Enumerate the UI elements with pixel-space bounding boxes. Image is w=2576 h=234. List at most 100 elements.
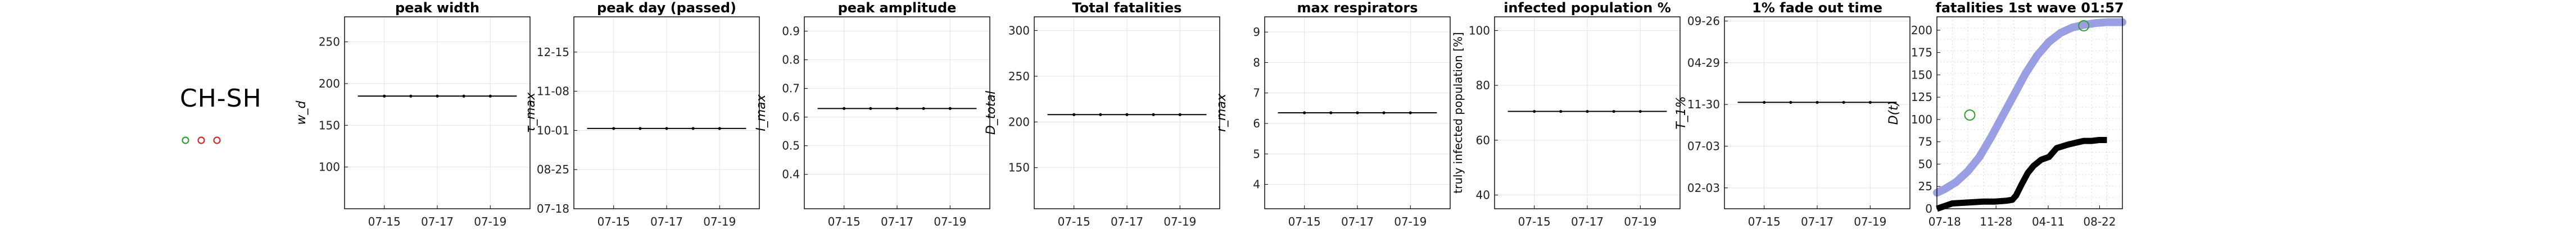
y-tick-label: 4: [1253, 178, 1260, 191]
y-axis-label: τ_max: [524, 92, 538, 133]
x-tick-label: 04-11: [2032, 215, 2065, 228]
data-point: [1303, 111, 1306, 114]
data-point: [1842, 100, 1845, 104]
region-label: CH-SH: [180, 84, 262, 113]
y-tick-label: 0.9: [782, 25, 800, 38]
x-tick-label: 07-19: [703, 215, 736, 228]
data-point: [1789, 100, 1792, 104]
y-axis-label: D_total: [984, 91, 998, 135]
x-tick-label: 07-15: [1058, 215, 1090, 228]
chart-title: fatalities 1st wave 01:57: [1935, 0, 2124, 16]
plot-frame: [1034, 16, 1220, 209]
chart-7: 0 25 50 75 100 125 150 175 200 07-18 11-28 04-11 08-…: [1887, 0, 2126, 228]
plot-frame: [573, 16, 760, 209]
plot-frame: [1264, 16, 1451, 209]
x-tick-label: 07-15: [1748, 215, 1781, 228]
data-point: [639, 127, 642, 130]
status-dot-2: [213, 136, 221, 144]
y-tick-label: 10-01: [537, 123, 569, 137]
chart-1: 07-18 08-25 10-01 11-08 12-15 07-15 07-17 07-19…: [524, 0, 760, 228]
chart-title: peak width: [395, 0, 479, 16]
data-point: [1382, 111, 1386, 114]
y-tick-label: 200: [1911, 24, 1932, 37]
data-point: [383, 94, 386, 98]
x-tick-label: 07-18: [1928, 215, 1961, 228]
y-tick-label: 300: [1008, 24, 1030, 37]
x-tick-label: 08-22: [2083, 215, 2116, 228]
data-point: [665, 127, 668, 130]
y-tick-label: 07-18: [537, 202, 569, 215]
data-point: [1586, 109, 1589, 113]
data-point: [1868, 100, 1872, 104]
data-point: [462, 94, 465, 98]
data-point: [1152, 113, 1155, 116]
y-tick-label: 100: [1469, 24, 1490, 37]
y-axis-label: r_max: [1215, 93, 1229, 132]
plot-frame: [1936, 16, 2123, 209]
data-point: [691, 127, 695, 130]
data-point: [948, 107, 952, 110]
data-point: [843, 107, 846, 110]
y-tick-label: 0.8: [782, 53, 800, 67]
data-point: [1409, 111, 1412, 114]
y-tick-label: 100: [1911, 113, 1932, 126]
marker-point: [2078, 20, 2090, 31]
plot-frame: [1724, 16, 1911, 209]
x-tick-label: 07-19: [1854, 215, 1886, 228]
x-tick-label: 07-19: [474, 215, 506, 228]
y-tick-label: 250: [1008, 70, 1030, 83]
y-tick-label: 150: [1008, 161, 1030, 175]
data-point: [1533, 109, 1536, 113]
data-point: [409, 94, 413, 98]
y-tick-label: 80: [1476, 79, 1490, 92]
y-tick-label: 200: [319, 77, 340, 90]
y-axis-label: T_1%: [1674, 96, 1688, 129]
data-point: [1559, 109, 1563, 113]
status-dot-0: [182, 136, 189, 144]
y-tick-label: 9: [1253, 25, 1260, 39]
x-tick-label: 07-17: [421, 215, 454, 228]
x-tick-label: 07-17: [1571, 215, 1604, 228]
y-tick-label: 11-30: [1687, 98, 1720, 111]
observed-line: [1936, 137, 2107, 212]
y-tick-label: 0.7: [782, 82, 800, 95]
y-tick-label: 8: [1253, 56, 1260, 69]
chart-title: max respirators: [1297, 0, 1418, 16]
x-tick-label: 07-17: [1801, 215, 1833, 228]
x-tick-label: 07-15: [597, 215, 630, 228]
x-tick-label: 07-17: [881, 215, 913, 228]
x-tick-label: 07-19: [1163, 215, 1196, 228]
chart-3: 150 200 250 300 07-15 07-17 07-19 Total fatalit…: [984, 0, 1220, 228]
data-point: [1816, 100, 1819, 104]
chart-2: 0.4 0.5 0.6 0.7 0.8 0.9 07-15 07-17 07-19 peak am…: [754, 0, 990, 228]
y-tick-label: 6: [1253, 117, 1260, 130]
data-point: [718, 127, 721, 130]
x-tick-label: 07-19: [934, 215, 966, 228]
y-tick-label: 60: [1476, 134, 1490, 147]
y-tick-label: 12-15: [537, 45, 569, 59]
y-tick-label: 0: [1925, 202, 1932, 215]
data-point: [612, 127, 615, 130]
data-point: [1072, 113, 1076, 116]
data-point: [1763, 100, 1766, 104]
y-tick-label: 07-03: [1687, 139, 1720, 153]
chart-title: peak amplitude: [838, 0, 957, 16]
y-axis-label: D(t): [1887, 101, 1901, 125]
y-tick-label: 04-29: [1687, 56, 1720, 70]
chart-0: 100 150 200 250 07-15 07-17 07-19 peak width w_d: [295, 0, 531, 228]
data-point: [1099, 113, 1102, 116]
y-tick-label: 175: [1911, 46, 1932, 59]
y-tick-label: 75: [1918, 135, 1932, 149]
y-tick-label: 7: [1253, 86, 1260, 100]
x-tick-label: 11-28: [1980, 215, 2012, 228]
x-tick-label: 07-19: [1394, 215, 1427, 228]
marker-point: [1964, 109, 1976, 121]
model-band-line: [1933, 18, 2126, 197]
y-tick-label: 200: [1008, 115, 1030, 129]
data-point: [1356, 111, 1359, 114]
region-status-dots: [182, 136, 221, 144]
chart-title: Total fatalities: [1072, 0, 1182, 16]
y-tick-label: 50: [1918, 157, 1932, 171]
y-tick-label: 11-08: [537, 85, 569, 98]
y-tick-label: 40: [1476, 189, 1490, 202]
